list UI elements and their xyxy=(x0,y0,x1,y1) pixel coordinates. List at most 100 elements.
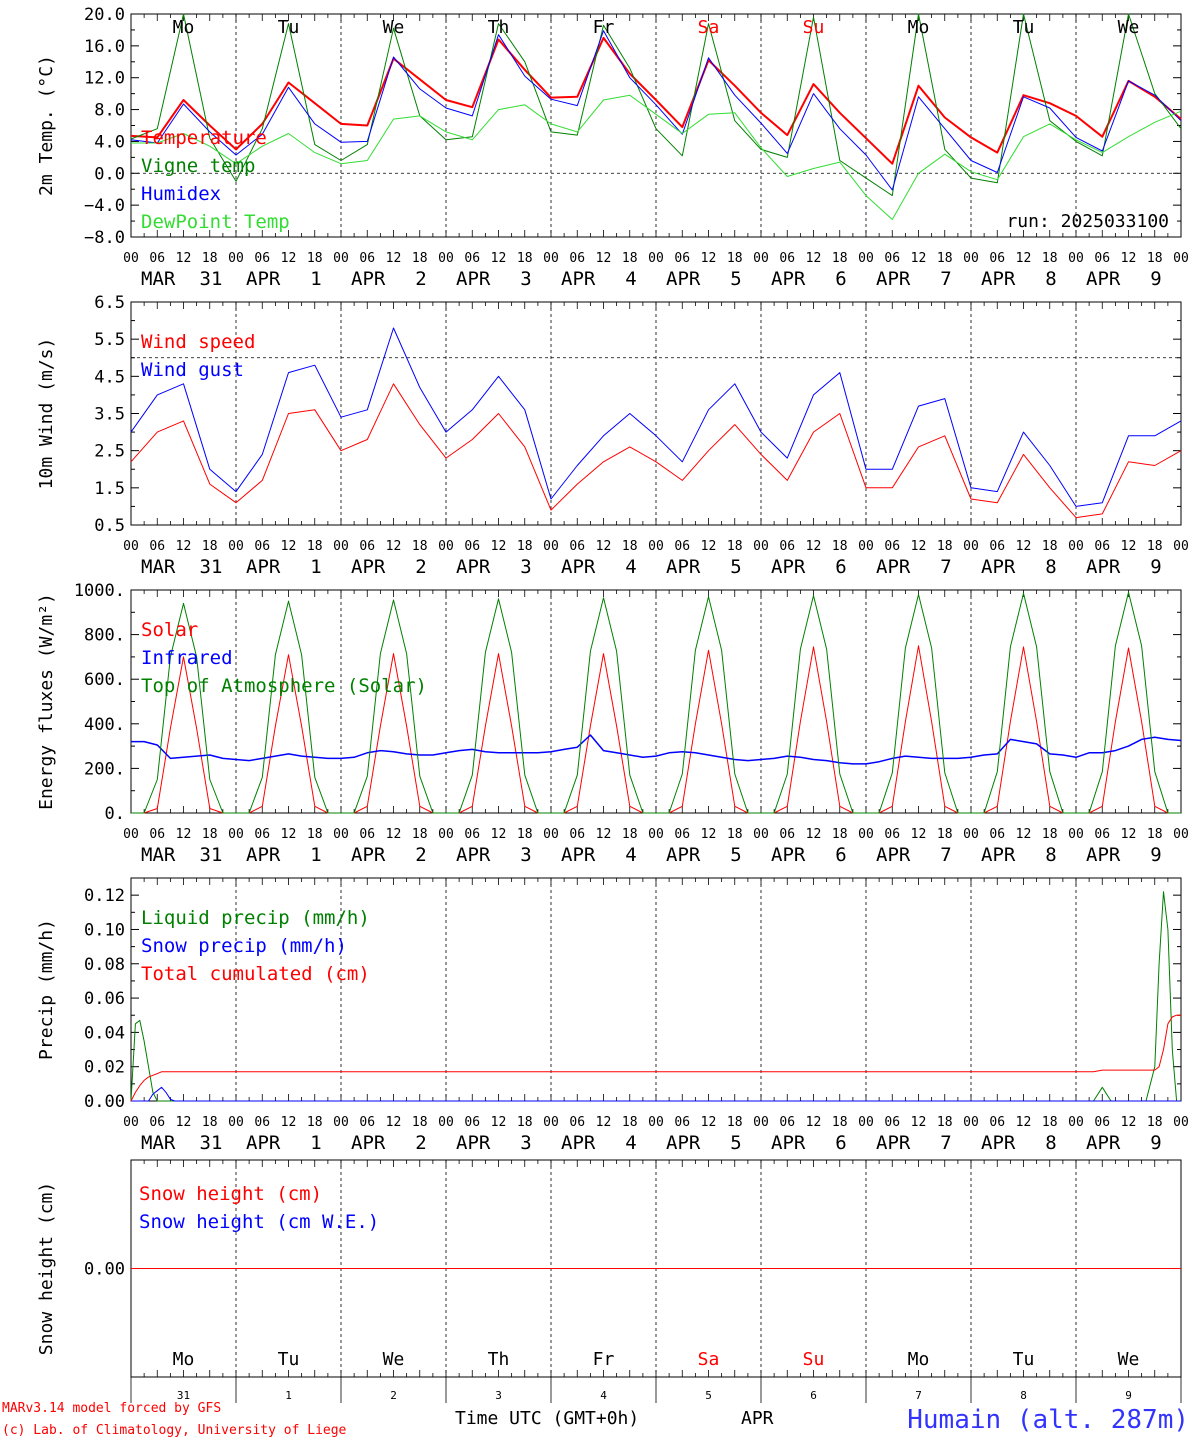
date-day-label: 1 xyxy=(310,844,321,866)
day-number-label: 3 xyxy=(495,1389,502,1402)
panel-2: 0. 200. 400. 600. 800. 1000. Energy fluxes (W/… xyxy=(36,581,1189,866)
date-month-label: MAR xyxy=(141,1132,176,1154)
hour-tick-label: 06 xyxy=(1094,251,1110,266)
date-month-label: APR xyxy=(771,844,806,866)
series-line-snow-precip-mm-h- xyxy=(131,1086,1181,1102)
date-day-label: 2 xyxy=(415,268,426,290)
date-month-label: APR xyxy=(981,844,1016,866)
date-month-label: APR xyxy=(876,844,911,866)
date-month-label: APR xyxy=(981,556,1016,578)
date-day-label: 3 xyxy=(520,1132,531,1154)
hour-tick-label: 00 xyxy=(858,539,874,554)
hour-tick-label: 00 xyxy=(543,539,559,554)
date-day-label: 8 xyxy=(1045,556,1056,578)
y-tick-label: 600. xyxy=(84,670,125,690)
date-month-label: APR xyxy=(1086,844,1121,866)
y-axis-label: 10m Wind (m/s) xyxy=(36,338,57,490)
date-day-label: 6 xyxy=(835,556,846,578)
hour-tick-label: 18 xyxy=(517,1115,533,1130)
day-name-label: Sa xyxy=(698,17,720,38)
y-axis-label: Precip (mm/h) xyxy=(36,919,57,1060)
hour-tick-label: 06 xyxy=(884,251,900,266)
hour-tick-label: 12 xyxy=(806,1115,822,1130)
y-tick-label: 0.10 xyxy=(84,920,125,940)
y-tick-label: 2.5 xyxy=(94,442,125,462)
hour-tick-label: 18 xyxy=(937,251,953,266)
panel-0: −8.0 −4.0 0.0 4.0 8.0 12.0 16.0 20.0 2m Temp. (°… xyxy=(36,5,1189,290)
date-month-label: APR xyxy=(456,844,491,866)
date-month-label: APR xyxy=(351,556,386,578)
hour-tick-label: 00 xyxy=(1173,251,1189,266)
day-number-label: 7 xyxy=(915,1389,922,1402)
hour-tick-label: 18 xyxy=(202,827,218,842)
y-tick-label: 12.0 xyxy=(84,69,125,89)
hour-tick-label: 06 xyxy=(1094,827,1110,842)
hour-tick-label: 12 xyxy=(281,251,297,266)
hour-tick-label: 00 xyxy=(1173,827,1189,842)
hour-tick-label: 06 xyxy=(254,539,270,554)
hour-tick-label: 18 xyxy=(622,1115,638,1130)
hour-tick-label: 18 xyxy=(832,1115,848,1130)
day-name-label: Tu xyxy=(1013,1349,1035,1370)
date-day-label: 4 xyxy=(625,268,636,290)
hour-tick-label: 12 xyxy=(491,539,507,554)
day-name-label: Mo xyxy=(908,17,930,38)
hour-tick-label: 00 xyxy=(123,827,139,842)
date-month-label: APR xyxy=(456,556,491,578)
legend-entry: Total cumulated (cm) xyxy=(141,963,370,985)
panel-3: 0.00 0.02 0.04 0.06 0.08 0.10 0.12 Precip (mm/h… xyxy=(36,877,1189,1154)
hour-tick-label: 12 xyxy=(1121,251,1137,266)
hour-tick-label: 18 xyxy=(412,251,428,266)
hour-tick-label: 00 xyxy=(753,827,769,842)
date-day-label: 7 xyxy=(940,1132,951,1154)
date-day-label: 7 xyxy=(940,844,951,866)
hour-tick-label: 00 xyxy=(753,251,769,266)
hour-tick-label: 06 xyxy=(359,1115,375,1130)
hour-tick-label: 00 xyxy=(438,539,454,554)
hour-tick-label: 18 xyxy=(412,539,428,554)
hour-tick-label: 18 xyxy=(727,251,743,266)
hour-tick-label: 12 xyxy=(176,539,192,554)
hour-tick-label: 00 xyxy=(543,251,559,266)
hour-tick-label: 06 xyxy=(989,251,1005,266)
hour-tick-label: 18 xyxy=(202,539,218,554)
series-line-infrared xyxy=(131,734,1182,765)
hour-tick-label: 00 xyxy=(753,1115,769,1130)
date-month-label: APR xyxy=(456,1132,491,1154)
day-name-label: Su xyxy=(803,17,825,38)
date-day-label: 31 xyxy=(200,556,223,578)
date-day-label: 8 xyxy=(1045,268,1056,290)
hour-tick-label: 18 xyxy=(1147,827,1163,842)
series-line-total-cumulated-cm- xyxy=(130,1014,1181,1102)
date-day-label: 4 xyxy=(625,1132,636,1154)
legend-entry: Top of Atmosphere (Solar) xyxy=(141,675,427,697)
hour-tick-label: 00 xyxy=(963,827,979,842)
hour-tick-label: 06 xyxy=(569,539,585,554)
series-line-dewpoint-temp xyxy=(131,94,1182,220)
day-number-label: 4 xyxy=(600,1389,607,1402)
day-name-label: Mo xyxy=(908,1349,930,1370)
hour-tick-label: 06 xyxy=(149,251,165,266)
hour-tick-label: 06 xyxy=(989,539,1005,554)
date-day-label: 5 xyxy=(730,844,741,866)
date-month-label: APR xyxy=(246,556,281,578)
date-month-label: APR xyxy=(351,1132,386,1154)
hour-tick-label: 18 xyxy=(307,251,323,266)
hour-tick-label: 18 xyxy=(832,251,848,266)
date-month-label: APR xyxy=(246,844,281,866)
hour-tick-label: 06 xyxy=(359,251,375,266)
hour-tick-label: 06 xyxy=(464,827,480,842)
hour-tick-label: 12 xyxy=(176,1115,192,1130)
legend-entry: Infrared xyxy=(141,647,233,669)
hour-tick-label: 18 xyxy=(727,539,743,554)
hour-tick-label: 12 xyxy=(281,539,297,554)
hour-tick-label: 00 xyxy=(333,539,349,554)
hour-tick-label: 06 xyxy=(989,827,1005,842)
date-month-label: APR xyxy=(981,1132,1016,1154)
date-day-label: 4 xyxy=(625,556,636,578)
hour-tick-label: 18 xyxy=(412,827,428,842)
hour-tick-label: 18 xyxy=(937,827,953,842)
hour-tick-label: 00 xyxy=(333,1115,349,1130)
hour-tick-label: 06 xyxy=(149,1115,165,1130)
date-month-label: APR xyxy=(456,268,491,290)
